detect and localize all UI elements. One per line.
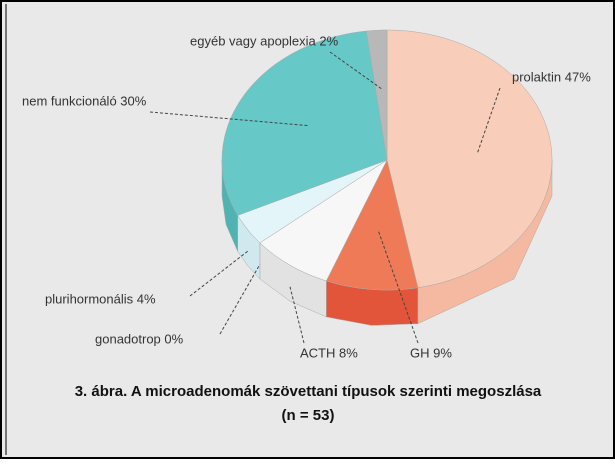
slice-label: nem funkcionáló 30% — [22, 93, 147, 108]
slice-label: ACTH 8% — [300, 345, 358, 360]
leader-line — [476, 87, 501, 154]
pie — [221, 29, 553, 326]
leader-line — [329, 51, 382, 90]
slice-label: plurihormonális 4% — [45, 291, 156, 306]
slice — [325, 159, 419, 291]
caption: 3. ábra. A microadenomák szövettani típu… — [75, 383, 542, 400]
slice — [237, 159, 388, 244]
slice-label: egyéb vagy apoplexia 2% — [190, 33, 339, 48]
slice-label: GH 9% — [410, 345, 452, 360]
slice — [259, 159, 388, 282]
slice-label: prolaktin 47% — [512, 69, 591, 84]
slice — [386, 29, 553, 288]
slice — [366, 29, 388, 161]
caption: (n = 53) — [282, 407, 335, 424]
slice — [221, 30, 388, 216]
slice-label: gonadotrop 0% — [95, 331, 184, 346]
leader-line — [189, 250, 248, 297]
leader-line — [149, 111, 308, 127]
leader-line — [219, 264, 261, 335]
